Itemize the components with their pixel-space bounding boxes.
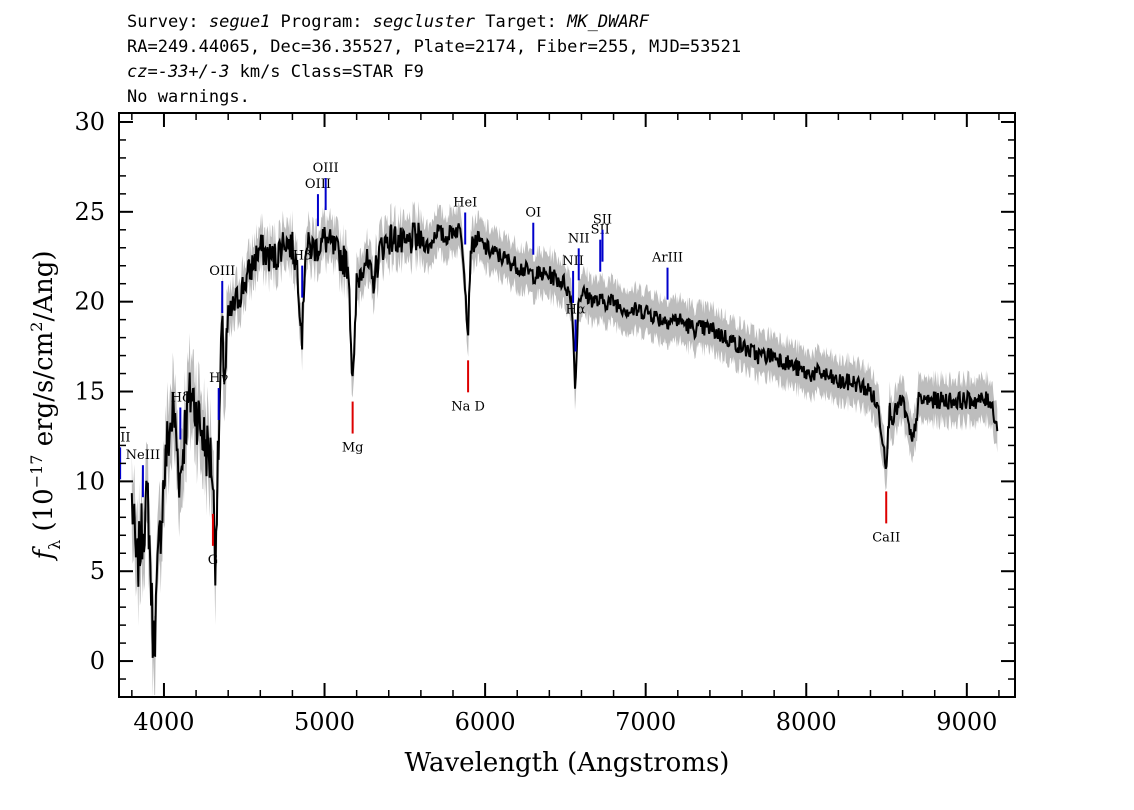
emission-line-label: OIII (313, 161, 339, 176)
absorption-line-label: Mg (342, 441, 364, 456)
y-tick-label: 25 (74, 198, 105, 226)
emission-line-label: SII (591, 223, 610, 238)
plot-frame (118, 112, 1016, 698)
y-label-exponent: −17 (27, 455, 46, 489)
redshift-value: cz=-33+/-3 (127, 62, 229, 82)
survey-label: Survey: (127, 12, 209, 32)
y-label-units: erg/s/cm (29, 332, 59, 455)
error-band (131, 201, 998, 697)
y-tick-label: 0 (90, 647, 105, 675)
x-axis-label: Wavelength (Angstroms) (405, 748, 730, 778)
x-tick-label: 6000 (455, 708, 516, 736)
y-tick-label: 10 (74, 467, 105, 495)
y-tick-label: 30 (74, 108, 105, 136)
y-label-open: (10 (29, 488, 59, 540)
y-tick-label: 15 (74, 378, 105, 406)
y-label-squared: 2 (27, 322, 46, 332)
emission-line-label: OI (525, 206, 541, 221)
emission-line-label: NII (568, 231, 590, 246)
header-line-3: cz=-33+/-3 km/s Class=STAR F9 (127, 62, 424, 82)
emission-line-label: Hδ (171, 391, 190, 406)
plot-area: OIINeIIIHδHγOIIIHβOIIIOIIIHeIOINIIHαNIIS… (110, 161, 999, 697)
survey-value: segue1 (209, 12, 270, 32)
header: Survey: segue1 Program: segcluster Targe… (127, 12, 741, 107)
program-value: segcluster (373, 12, 476, 32)
y-label-close: /Ang) (29, 250, 59, 321)
y-label-subscript: λ (45, 540, 64, 550)
emission-line-label: OIII (305, 177, 331, 192)
spectrum-line (130, 222, 999, 658)
header-line-1: Survey: segue1 Program: segcluster Targe… (127, 12, 650, 32)
header-line-4: No warnings. (127, 87, 250, 107)
y-axis-label: fλ (10−17 erg/s/cm2/Ang) (27, 250, 64, 561)
emission-line-label: Hβ (293, 249, 312, 264)
emission-line-label: SII (593, 213, 612, 228)
y-tick-label: 5 (90, 557, 105, 585)
class-text: km/s Class=STAR F9 (229, 62, 423, 82)
x-tick-label: 7000 (615, 708, 676, 736)
x-tick-label: 4000 (133, 708, 194, 736)
absorption-line-label: CaII (872, 530, 900, 545)
absorption-line-label: Na D (451, 399, 485, 414)
absorption-line-label: G (208, 553, 218, 568)
emission-line-label: HeI (453, 195, 477, 210)
emission-line-label: NeIII (126, 448, 160, 463)
emission-line-label: Hγ (209, 371, 228, 386)
target-value: MK_DWARF (566, 12, 650, 32)
emission-line-label: OIII (209, 264, 235, 279)
program-label: Program: (270, 12, 372, 32)
x-tick-label: 8000 (776, 708, 837, 736)
emission-line-label: Hα (565, 303, 585, 318)
target-label: Target: (475, 12, 567, 32)
axis-ticks: 4000 5000 6000 7000 8000 9000 0 5 10 15 20 25 30 (74, 108, 1015, 736)
emission-line-label: ArIII (651, 251, 683, 266)
emission-line-label: OII (110, 430, 131, 445)
line-markers: OIINeIIIHδHγOIIIHβOIIIOIIIHeIOINIIHαNIIS… (110, 161, 900, 568)
y-tick-label: 20 (74, 288, 105, 316)
header-line-2: RA=249.44065, Dec=36.35527, Plate=2174, … (127, 37, 741, 57)
x-tick-label: 5000 (294, 708, 355, 736)
x-tick-label: 9000 (936, 708, 997, 736)
emission-line-label: NII (562, 254, 584, 269)
